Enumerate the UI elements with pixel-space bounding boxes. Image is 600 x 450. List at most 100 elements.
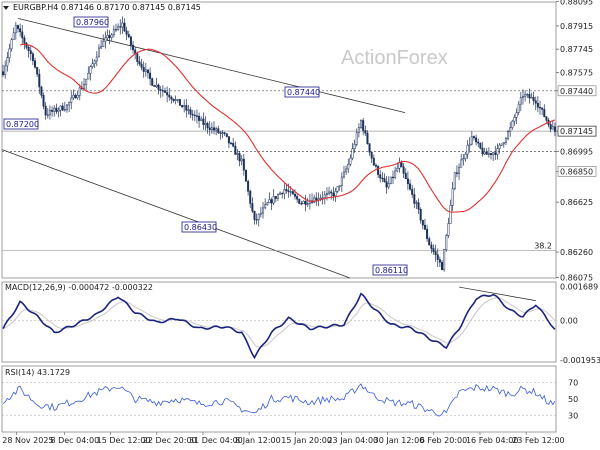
candle-body (213, 127, 216, 131)
candle (372, 154, 375, 166)
candle (142, 61, 145, 78)
candle-body (328, 191, 331, 194)
candle-body (330, 191, 333, 194)
candle (462, 154, 465, 166)
candle-body (10, 39, 13, 50)
candle-body (138, 61, 141, 65)
candle (300, 200, 303, 206)
candle (270, 197, 273, 211)
candle-body (524, 94, 527, 97)
candle (413, 188, 416, 209)
candle (65, 103, 68, 113)
candle (146, 69, 149, 79)
candle (149, 67, 152, 86)
candle (251, 197, 254, 213)
candle-body (255, 219, 258, 221)
candle (127, 30, 130, 39)
candle (496, 143, 499, 160)
candle (247, 179, 250, 196)
candle (236, 149, 239, 161)
candle (528, 88, 531, 104)
candle (191, 110, 194, 121)
candle (176, 98, 179, 103)
triangle-down-icon[interactable] (3, 6, 9, 10)
candle-body (262, 207, 265, 214)
candle-body (500, 143, 503, 146)
candle (351, 142, 354, 161)
candle (415, 200, 418, 209)
y-tick-label: 0.86995 (560, 148, 593, 157)
candle (183, 99, 186, 113)
macd-y-tick-label: 0.001689 (560, 282, 598, 291)
candle-body (428, 238, 431, 246)
candle-body (530, 97, 533, 99)
candle-body (389, 176, 392, 184)
candle (409, 179, 412, 191)
candle (57, 107, 60, 118)
candle-body (34, 60, 37, 68)
candle (530, 92, 533, 99)
candle (210, 122, 213, 134)
candle-body (372, 157, 375, 166)
candle-body (236, 153, 239, 155)
candle (72, 89, 75, 101)
candle (479, 142, 482, 150)
candle-body (392, 176, 394, 179)
macd-panel: MACD(12,26,9) -0.000472 -0.000322 (1, 281, 557, 363)
candle-body (264, 204, 267, 209)
candle (338, 185, 341, 191)
candle-body (97, 47, 100, 58)
candle-body (48, 109, 51, 116)
candle (255, 213, 258, 225)
candle-body (498, 144, 501, 149)
candle-body (149, 72, 152, 79)
candle (274, 196, 277, 203)
candle-body (406, 178, 409, 185)
candle-body (362, 120, 365, 131)
candle (472, 135, 475, 141)
candle-body (65, 104, 68, 110)
candle-body (460, 159, 463, 168)
candle-body (89, 66, 92, 74)
candle (460, 153, 463, 168)
candle-body (521, 96, 524, 98)
candle (458, 163, 461, 180)
candle-body (259, 212, 262, 215)
candle (551, 120, 554, 130)
candle (494, 145, 497, 160)
candle (208, 120, 211, 136)
candle-body (4, 65, 7, 76)
candle-body (438, 259, 441, 263)
candle (291, 190, 294, 195)
candle-body (2, 71, 5, 76)
candle-body (360, 120, 363, 128)
candle (404, 168, 407, 180)
candle-body (398, 162, 401, 169)
candle-body (541, 107, 544, 110)
candle-body (225, 133, 228, 137)
candle-body (100, 46, 103, 49)
candle-body (379, 174, 382, 179)
candle-body (492, 152, 495, 156)
candle-body (208, 127, 211, 130)
candle-body (504, 138, 507, 143)
candle-body (276, 194, 279, 199)
candle (140, 58, 143, 71)
candle-body (300, 203, 303, 205)
candle-body (549, 124, 552, 130)
candle-body (470, 136, 473, 145)
candle (100, 39, 103, 49)
candle (159, 86, 162, 98)
candle (38, 69, 41, 94)
candle-body (353, 143, 356, 150)
candle (398, 157, 401, 173)
candle-body (168, 94, 171, 98)
candle (95, 51, 98, 67)
candle-body (115, 29, 117, 31)
candle (8, 43, 11, 63)
rsi-y-tick-label: 70 (568, 379, 578, 388)
candle (377, 164, 380, 178)
candle-body (204, 123, 207, 125)
candle-body (232, 142, 235, 147)
candle (432, 244, 435, 255)
